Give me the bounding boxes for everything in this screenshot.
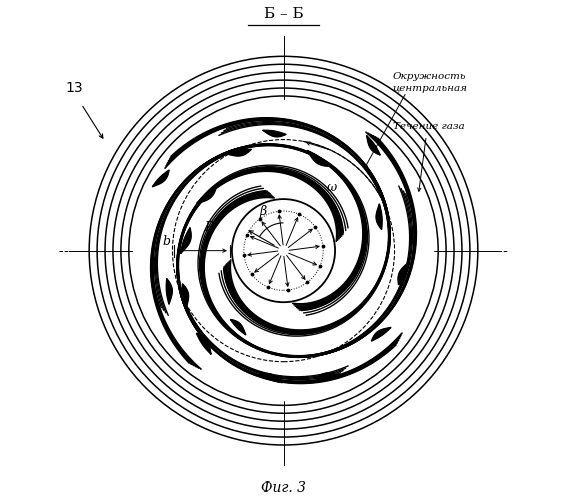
Circle shape — [133, 100, 434, 402]
Polygon shape — [230, 320, 246, 335]
Polygon shape — [367, 136, 380, 155]
Polygon shape — [263, 130, 286, 137]
Polygon shape — [307, 150, 330, 166]
Text: Б – Б: Б – Б — [264, 6, 303, 20]
Polygon shape — [398, 262, 409, 285]
Text: R: R — [204, 221, 214, 234]
Text: Окружность
центральная: Окружность центральная — [392, 72, 468, 93]
Text: 13: 13 — [65, 81, 83, 95]
Text: Фиг. 3: Фиг. 3 — [261, 480, 306, 494]
Text: ω: ω — [327, 181, 337, 194]
Circle shape — [232, 199, 335, 302]
Polygon shape — [153, 170, 169, 187]
Polygon shape — [226, 150, 251, 156]
Polygon shape — [180, 228, 191, 254]
Text: β: β — [260, 205, 267, 218]
Polygon shape — [166, 278, 172, 304]
Polygon shape — [376, 204, 382, 230]
Polygon shape — [315, 373, 341, 379]
Text: b: b — [163, 234, 171, 248]
Polygon shape — [197, 187, 217, 204]
Polygon shape — [371, 328, 391, 341]
Text: Течение газа: Течение газа — [392, 122, 464, 131]
Polygon shape — [183, 284, 189, 308]
Polygon shape — [196, 333, 211, 354]
Polygon shape — [260, 374, 282, 382]
